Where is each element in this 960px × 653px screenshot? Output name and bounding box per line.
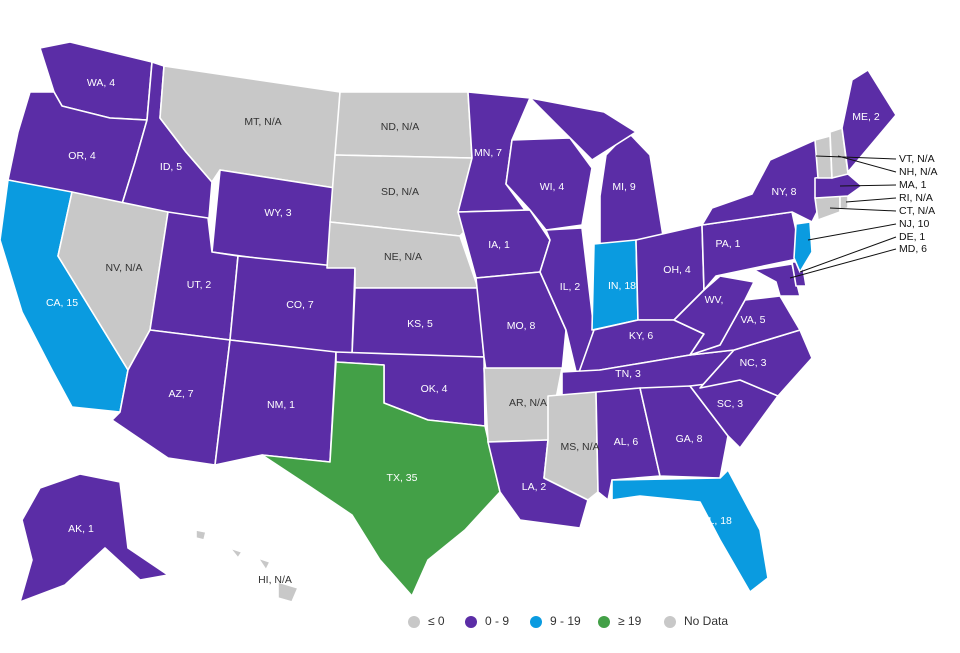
state-mn[interactable] [457, 91, 531, 213]
state-label-ms: MS, N/A [560, 441, 599, 453]
legend-label: No Data [684, 614, 728, 628]
legend-item: 9 - 19 [530, 614, 581, 628]
callout-label-md: MD, 6 [899, 243, 927, 255]
state-label-ok: OK, 4 [421, 383, 448, 395]
state-wv[interactable] [673, 275, 755, 356]
legend-swatch [465, 616, 477, 628]
state-label-co: CO, 7 [286, 299, 314, 311]
state-hi[interactable] [195, 529, 299, 603]
state-label-id: ID, 5 [160, 161, 182, 173]
state-label-wv: WV, [705, 294, 724, 306]
legend-item: No Data [664, 614, 728, 628]
state-label-ar: AR, N/A [509, 397, 547, 409]
legend-swatch [408, 616, 420, 628]
state-label-nc: NC, 3 [740, 357, 767, 369]
state-label-nd: ND, N/A [381, 121, 420, 133]
state-label-nv: NV, N/A [106, 262, 143, 274]
state-label-mo: MO, 8 [507, 320, 536, 332]
legend-label: 9 - 19 [550, 614, 581, 628]
state-label-in: IN, 18 [608, 280, 636, 292]
state-label-ga: GA, 8 [676, 433, 703, 445]
state-label-al: AL, 6 [614, 436, 639, 448]
state-label-ca: CA, 15 [46, 297, 78, 309]
state-label-tn: TN, 3 [615, 368, 641, 380]
states-layer [0, 41, 897, 603]
state-label-wy: WY, 3 [264, 207, 291, 219]
legend-swatch [530, 616, 542, 628]
state-wi[interactable] [505, 137, 593, 231]
state-label-oh: OH, 4 [663, 264, 691, 276]
callout-label-de: DE, 1 [899, 231, 925, 243]
legend-swatch [598, 616, 610, 628]
state-label-az: AZ, 7 [168, 388, 193, 400]
state-wy[interactable] [211, 169, 336, 269]
legend-label: 0 - 9 [485, 614, 509, 628]
northeast-callouts: VT, N/A NH, N/A MA, 1 RI, N/A CT, N/A NJ… [789, 153, 938, 279]
state-label-mi: MI, 9 [612, 181, 635, 193]
state-ak[interactable] [19, 473, 169, 603]
callout-label-nh: NH, N/A [899, 166, 938, 178]
legend-item: ≤ 0 [408, 614, 445, 628]
state-ri[interactable] [839, 195, 849, 211]
state-label-sd: SD, N/A [381, 186, 419, 198]
state-nj[interactable] [793, 221, 813, 273]
state-ga[interactable] [639, 385, 729, 479]
legend-swatch [664, 616, 676, 628]
state-mi-upper[interactable] [529, 97, 637, 161]
legend-label: ≥ 19 [618, 614, 642, 628]
state-label-ne: NE, N/A [384, 251, 422, 263]
map-legend: ≤ 0 0 - 9 9 - 19 ≥ 19 No Data [408, 614, 728, 628]
state-label-va: VA, 5 [741, 314, 766, 326]
state-me[interactable] [841, 69, 897, 173]
callout-label-ri: RI, N/A [899, 192, 933, 204]
state-md[interactable] [753, 263, 801, 297]
state-tx[interactable] [261, 361, 501, 597]
legend-label: ≤ 0 [428, 614, 445, 628]
state-label-la: LA, 2 [522, 481, 547, 493]
state-ny[interactable] [701, 139, 826, 226]
state-label-ak: AK, 1 [68, 523, 94, 535]
state-label-mt: MT, N/A [244, 116, 281, 128]
legend-item: 0 - 9 [465, 614, 509, 628]
state-labels: WA, 4 OR, 4 CA, 15 ID, 5 NV, N/A MT, N/A… [46, 77, 880, 586]
state-label-me: ME, 2 [852, 111, 880, 123]
state-il[interactable] [539, 227, 595, 381]
state-label-wi: WI, 4 [540, 181, 565, 193]
state-label-ia: IA, 1 [488, 239, 510, 251]
state-label-or: OR, 4 [68, 150, 96, 162]
state-label-fl: FL, 18 [702, 515, 732, 527]
state-fl[interactable] [611, 469, 769, 593]
state-label-ny: NY, 8 [772, 186, 797, 198]
state-label-pa: PA, 1 [716, 238, 741, 250]
callout-label-nj: NJ, 10 [899, 218, 930, 230]
state-label-ky: KY, 6 [629, 330, 653, 342]
state-label-sc: SC, 3 [717, 398, 743, 410]
legend-item: ≥ 19 [598, 614, 642, 628]
state-label-ks: KS, 5 [407, 318, 433, 330]
callout-label-ma: MA, 1 [899, 179, 927, 191]
state-label-tx: TX, 35 [387, 472, 418, 484]
state-label-il: IL, 2 [560, 281, 581, 293]
state-label-hi: HI, N/A [258, 574, 292, 586]
state-label-wa: WA, 4 [87, 77, 115, 89]
state-label-nm: NM, 1 [267, 399, 295, 411]
callout-label-vt: VT, N/A [899, 153, 935, 165]
state-label-ut: UT, 2 [187, 279, 212, 291]
state-label-mn: MN, 7 [474, 147, 502, 159]
callout-label-ct: CT, N/A [899, 205, 935, 217]
